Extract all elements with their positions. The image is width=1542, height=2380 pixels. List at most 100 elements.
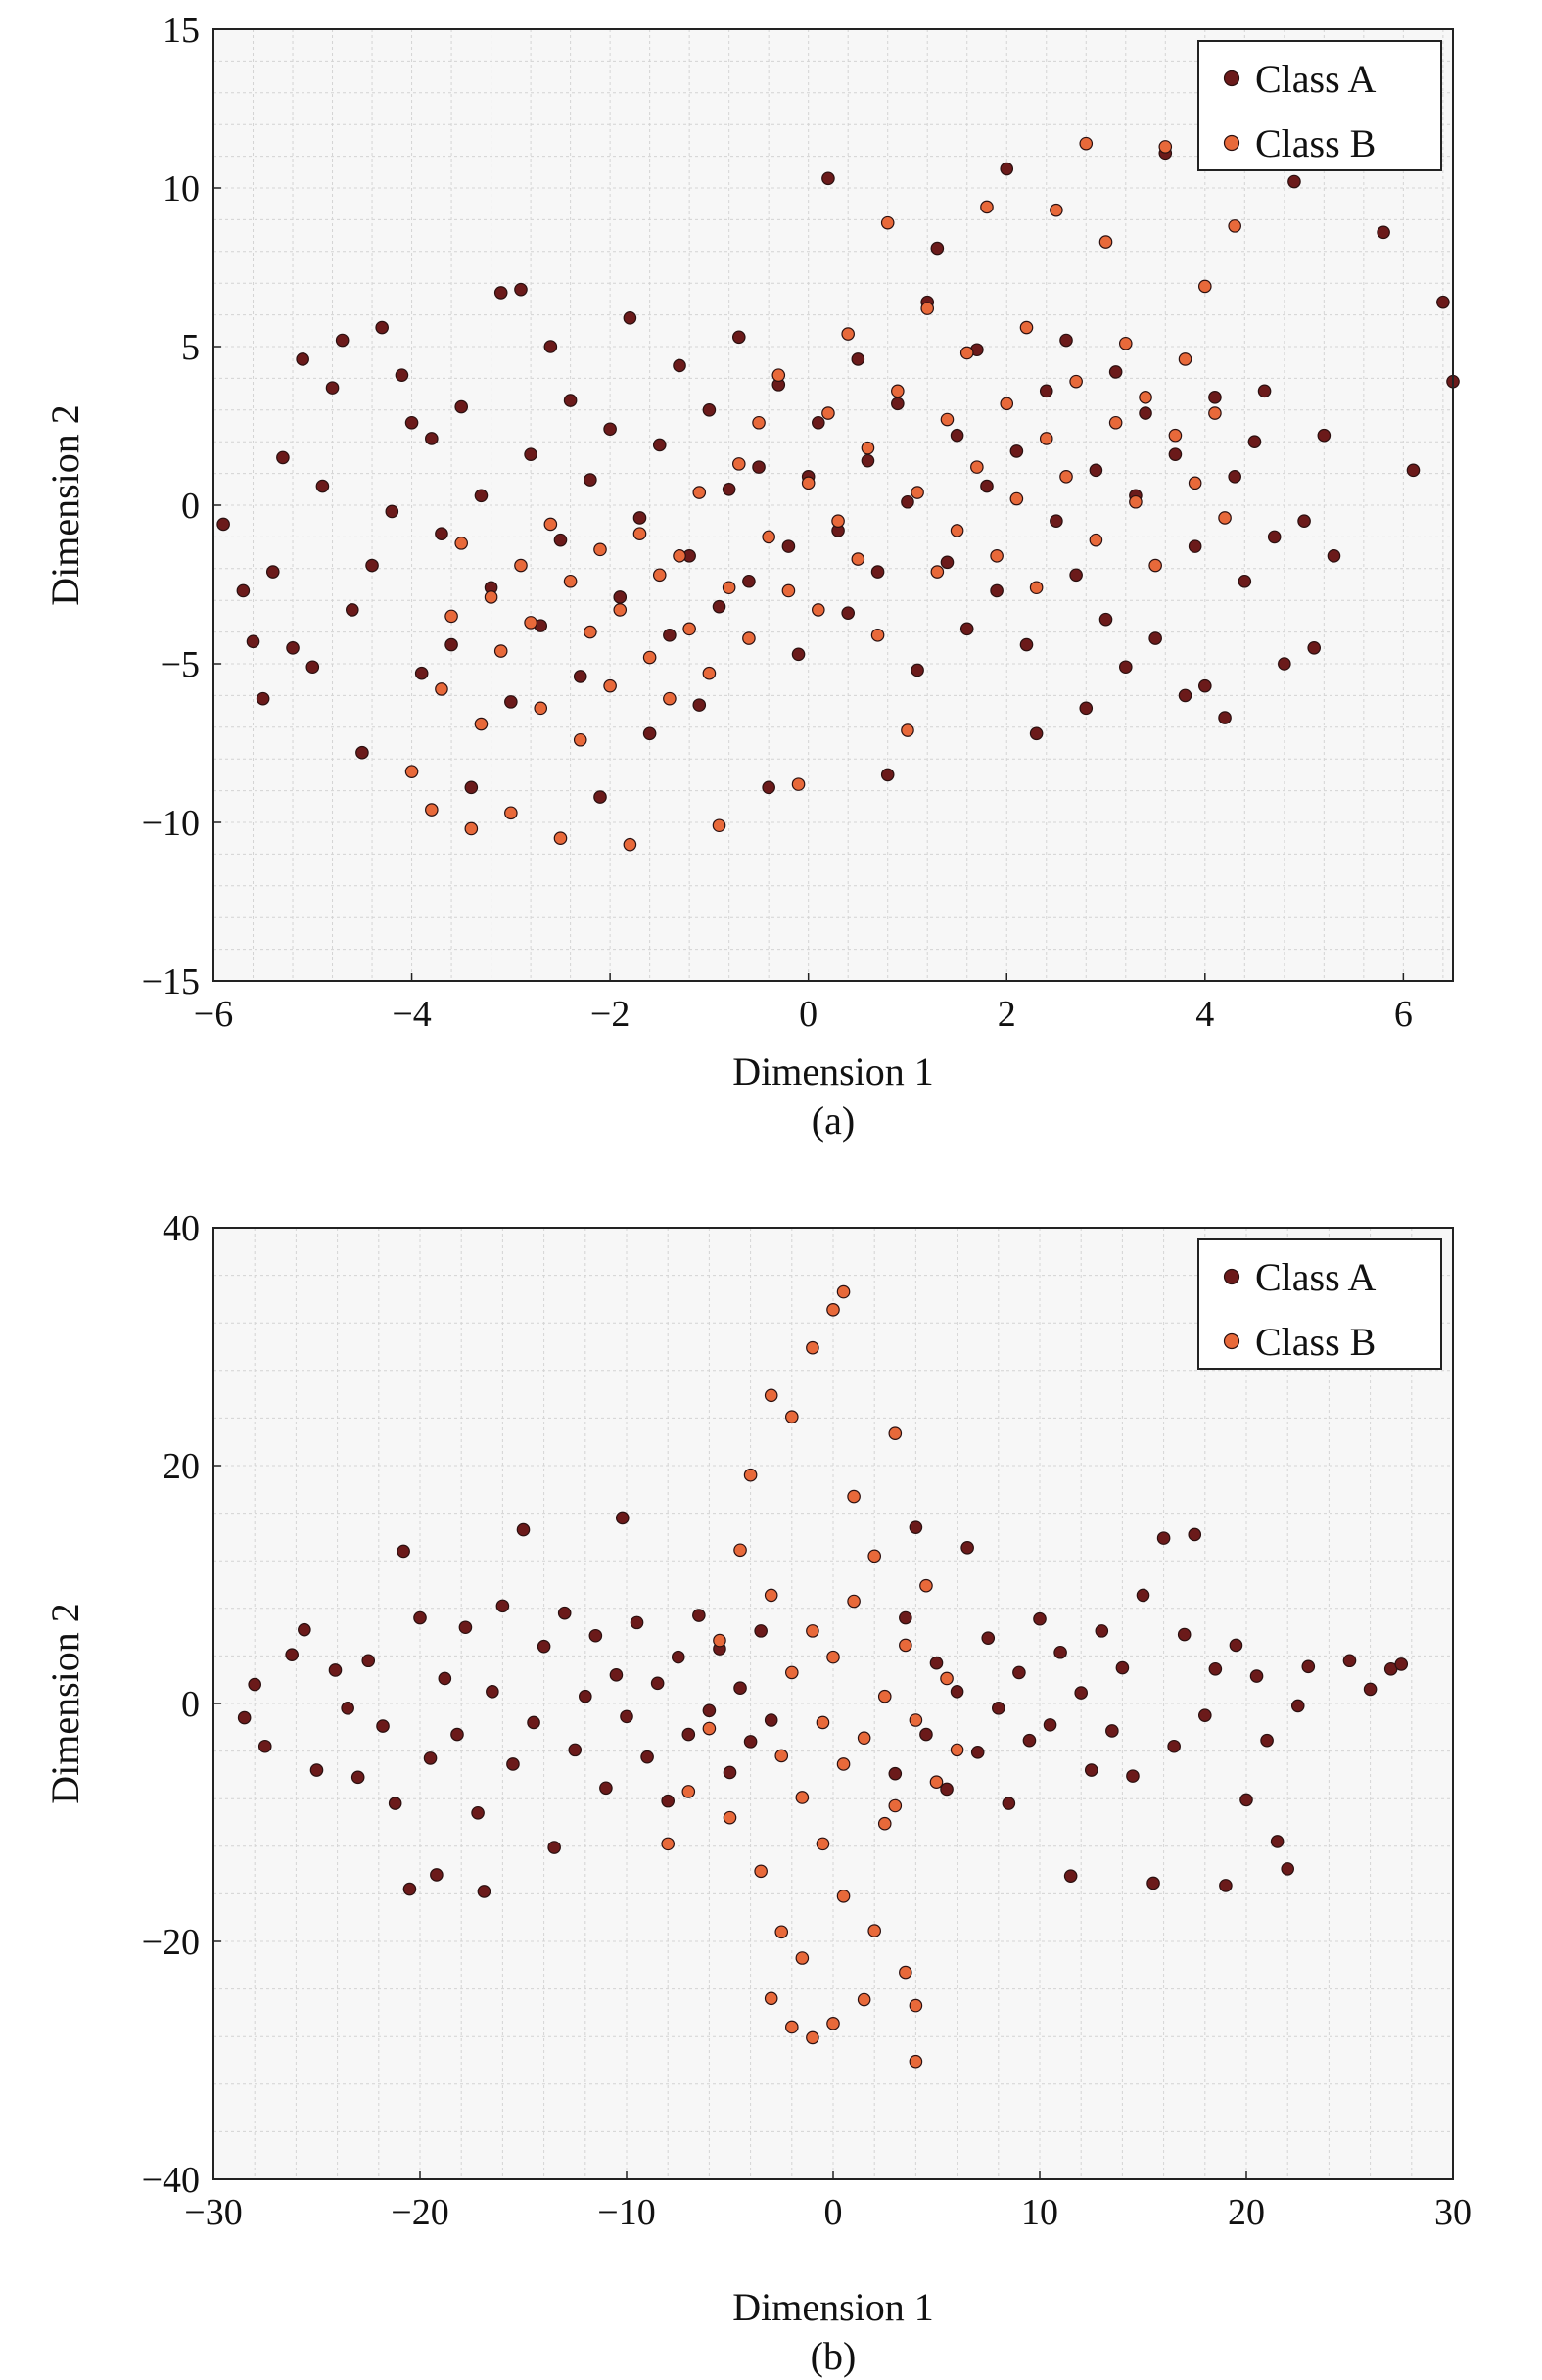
point-class-a xyxy=(1287,174,1301,189)
point-class-a xyxy=(959,622,974,636)
point-class-b xyxy=(1129,494,1143,509)
point-class-a xyxy=(246,634,260,649)
point-class-a xyxy=(630,1615,644,1630)
point-class-a xyxy=(1406,463,1421,478)
point-class-b xyxy=(1208,406,1222,420)
legend-marker xyxy=(1223,1332,1240,1350)
point-class-b xyxy=(543,517,558,532)
point-class-a xyxy=(722,482,736,496)
y-tick-label: 5 xyxy=(181,327,200,368)
point-class-b xyxy=(1108,415,1123,430)
point-class-a xyxy=(733,1681,747,1696)
point-class-b xyxy=(1059,470,1073,484)
point-class-a xyxy=(1033,1611,1047,1626)
point-class-a xyxy=(620,1709,633,1724)
point-class-a xyxy=(397,1544,410,1559)
point-class-b xyxy=(909,1713,923,1727)
point-class-a xyxy=(584,473,597,487)
point-class-b xyxy=(681,1785,696,1798)
point-class-a xyxy=(458,1620,473,1635)
point-class-a xyxy=(527,1715,540,1730)
x-tick-label: −2 xyxy=(590,994,630,1035)
point-class-b xyxy=(1178,352,1192,366)
x-tick-label: 10 xyxy=(1021,2192,1058,2233)
point-class-b xyxy=(593,542,607,557)
point-class-a xyxy=(385,504,399,519)
point-class-a xyxy=(650,1676,665,1691)
point-class-a xyxy=(663,629,677,642)
point-class-a xyxy=(355,745,369,760)
point-class-b xyxy=(742,631,756,645)
point-class-b xyxy=(826,1303,840,1317)
point-class-a xyxy=(1290,1699,1305,1713)
point-class-a xyxy=(504,695,518,709)
chart-b: −30 −20 −10 0 10 20 30 −40 −20 0 20 40 Dimension 1 Di… xyxy=(43,1208,1472,2378)
point-class-a xyxy=(514,282,528,297)
point-class-b xyxy=(847,1594,861,1609)
point-class-b xyxy=(514,558,528,573)
point-class-b xyxy=(661,1837,675,1851)
point-class-a xyxy=(990,583,1004,598)
point-class-b xyxy=(764,1388,778,1403)
point-class-a xyxy=(1249,1669,1264,1683)
point-class-a xyxy=(1297,514,1311,528)
y-axis-label: Dimension 2 xyxy=(43,1603,87,1804)
point-class-a xyxy=(1105,1724,1119,1738)
point-class-a xyxy=(791,647,806,662)
point-class-a xyxy=(764,1713,778,1727)
point-class-a xyxy=(652,438,667,452)
point-class-a xyxy=(257,1739,272,1753)
point-class-a xyxy=(1307,640,1322,655)
point-class-a xyxy=(940,1782,954,1797)
point-class-b xyxy=(603,678,617,693)
x-axis-label: Dimension 1 xyxy=(732,2285,934,2329)
point-class-a xyxy=(563,394,578,407)
point-class-b xyxy=(663,691,677,706)
legend-box xyxy=(1197,1238,1442,1370)
point-class-a xyxy=(305,660,320,675)
point-class-a xyxy=(613,590,628,604)
legend-box xyxy=(1197,40,1442,171)
point-class-a xyxy=(1059,333,1073,348)
point-class-a xyxy=(681,1727,696,1742)
point-class-b xyxy=(1029,581,1044,595)
point-class-a xyxy=(573,670,587,683)
point-class-b xyxy=(733,1543,747,1558)
point-class-b xyxy=(682,622,696,636)
point-class-b xyxy=(806,1340,819,1355)
point-class-a xyxy=(553,533,568,547)
point-class-a xyxy=(1208,1661,1223,1676)
point-class-b xyxy=(836,1284,851,1299)
point-class-b xyxy=(762,530,775,544)
point-class-b xyxy=(573,732,587,747)
point-class-b xyxy=(920,302,935,315)
point-class-b xyxy=(795,1791,810,1804)
point-class-a xyxy=(1267,530,1282,544)
point-class-a xyxy=(870,565,885,579)
point-class-a xyxy=(731,330,746,345)
y-tick-label: 20 xyxy=(163,1446,200,1487)
point-class-a xyxy=(341,1702,354,1715)
point-class-a xyxy=(1029,726,1044,741)
point-class-b xyxy=(784,2020,799,2034)
legend-label: Class B xyxy=(1255,1320,1376,1364)
point-class-a xyxy=(524,447,537,461)
point-class-a xyxy=(861,453,875,468)
point-class-a xyxy=(1136,1588,1150,1603)
legend-label: Class A xyxy=(1255,57,1376,101)
point-class-b xyxy=(713,1633,726,1648)
point-class-a xyxy=(388,1797,402,1810)
point-class-a xyxy=(309,1763,324,1777)
point-class-a xyxy=(821,171,835,186)
point-class-a xyxy=(754,1624,768,1638)
y-tick-label: −15 xyxy=(142,961,200,1003)
point-class-b xyxy=(801,476,816,490)
point-class-a xyxy=(632,511,647,525)
point-class-a xyxy=(1009,444,1024,458)
y-tick-label: −5 xyxy=(161,644,200,685)
point-class-a xyxy=(296,352,309,366)
point-class-a xyxy=(970,1746,985,1759)
point-class-a xyxy=(1198,1708,1212,1722)
point-class-a xyxy=(1118,660,1133,675)
point-class-a xyxy=(471,1805,485,1820)
